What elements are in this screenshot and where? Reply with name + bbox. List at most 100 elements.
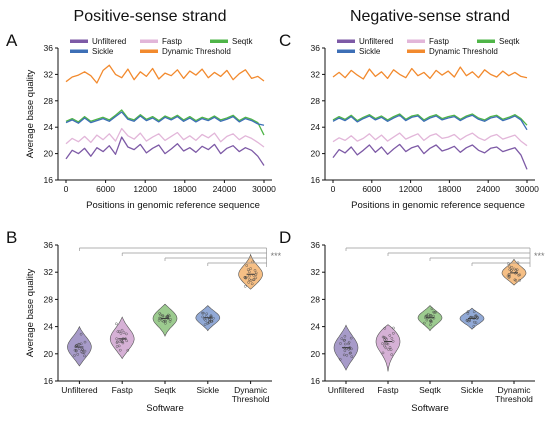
- violin-unfiltered: [67, 325, 92, 367]
- legend-swatch-unfiltered: [70, 39, 88, 43]
- violin-point: [381, 342, 384, 345]
- violin-point: [116, 330, 120, 333]
- violin-point: [389, 348, 393, 351]
- y-tick-label: 16: [44, 175, 54, 185]
- violin-point: [384, 346, 388, 350]
- violin-point: [472, 310, 476, 314]
- violin-point: [254, 276, 258, 280]
- y-tick-label: 20: [311, 349, 321, 359]
- legend-label-sickle: Sickle: [359, 47, 381, 56]
- panel-letter: C: [279, 31, 291, 50]
- x-axis-title: Software: [146, 403, 184, 414]
- legend-swatch-sickle: [337, 49, 355, 53]
- violin-point: [125, 332, 128, 336]
- violin-point: [80, 348, 84, 351]
- violin-point: [83, 349, 87, 353]
- violin-point: [340, 337, 344, 341]
- legend-swatch-fastp: [407, 39, 425, 43]
- violin-point: [116, 340, 119, 343]
- violin-point: [429, 323, 432, 327]
- violin-point: [518, 273, 522, 277]
- violin-point: [350, 355, 354, 359]
- violin-point: [388, 334, 392, 337]
- violin-point: [472, 320, 476, 324]
- violin-point: [475, 314, 478, 318]
- violin-point: [425, 318, 429, 322]
- y-tick-label: 32: [311, 267, 321, 277]
- violin-point: [160, 319, 164, 322]
- x-tick-label-line: Dynamic: [234, 385, 268, 395]
- y-tick-label: 20: [44, 149, 54, 159]
- y-tick-label: 36: [311, 240, 321, 250]
- y-tick-label: 36: [44, 240, 54, 250]
- series-line-seqtk: [65, 109, 265, 136]
- violin-point: [429, 319, 433, 322]
- y-tick-label: 16: [311, 376, 321, 386]
- violin-point: [383, 344, 386, 348]
- x-tick-label-line: Threshold: [232, 394, 270, 404]
- violin-point: [338, 357, 342, 361]
- series-line-unfiltered: [332, 143, 528, 170]
- violin-point: [120, 340, 124, 343]
- violin-point: [473, 315, 477, 318]
- x-tick-label: 30000: [515, 184, 539, 194]
- violin-point: [430, 307, 434, 311]
- violin-point: [74, 344, 78, 348]
- x-tick-label-line: Threshold: [495, 394, 533, 404]
- y-tick-label: 32: [311, 69, 321, 79]
- violin-point: [253, 268, 257, 272]
- violin-point: [162, 320, 165, 324]
- violin-point: [83, 340, 87, 344]
- violin-point: [165, 316, 168, 320]
- panel-a: Positive-sense strand A 16 20 24 28 32 36 Averag…: [6, 8, 276, 211]
- x-tick-label: 12000: [399, 184, 423, 194]
- violin-point: [204, 319, 208, 322]
- violin-point: [203, 323, 207, 327]
- x-tick-label: Dynamic Threshold: [495, 385, 533, 404]
- violin-point: [250, 282, 254, 286]
- violin-point: [387, 348, 390, 351]
- violin-point: [345, 353, 349, 357]
- violin-point: [208, 318, 211, 321]
- violin-point: [434, 310, 438, 314]
- violin-point: [249, 267, 252, 270]
- series-line-unfiltered: [65, 136, 265, 166]
- violin-point: [77, 342, 80, 346]
- violin-point: [515, 268, 519, 272]
- violin-point: [243, 284, 247, 288]
- y-tick-label: 32: [44, 69, 54, 79]
- violin-point: [474, 321, 478, 325]
- x-tick-label: 0: [64, 184, 69, 194]
- violin-point: [342, 353, 346, 357]
- violin-point: [77, 347, 81, 350]
- violin-point: [122, 331, 126, 334]
- y-tick-label: 36: [44, 43, 54, 53]
- violin-point: [339, 342, 342, 345]
- violin-point: [517, 273, 520, 277]
- violin-point: [392, 326, 395, 330]
- x-axis-title: Software: [411, 403, 449, 414]
- violin-point: [254, 271, 258, 275]
- violin-point: [244, 276, 248, 280]
- x-tick-label: Seqtk: [419, 385, 441, 395]
- series-line-fastp: [332, 132, 528, 147]
- x-tick-label: Sickle: [196, 385, 219, 395]
- violin-point: [121, 337, 125, 341]
- violin-point: [510, 266, 514, 269]
- violin-point: [207, 317, 211, 321]
- violin-point: [158, 316, 161, 320]
- violin-point: [117, 344, 121, 348]
- violin-point: [390, 353, 394, 356]
- violin-point: [208, 320, 211, 324]
- violin-point: [168, 319, 172, 323]
- violin-point: [343, 346, 346, 350]
- violin-point: [126, 348, 130, 352]
- y-tick-label: 28: [44, 294, 54, 304]
- violin-point: [246, 268, 250, 272]
- y-tick-label: 36: [311, 43, 321, 53]
- x-tick-label: 18000: [173, 184, 197, 194]
- y-tick-label: 24: [311, 122, 321, 132]
- x-tick-label: 0: [331, 184, 336, 194]
- significance-label: ***: [534, 251, 545, 261]
- violin-point: [83, 354, 86, 358]
